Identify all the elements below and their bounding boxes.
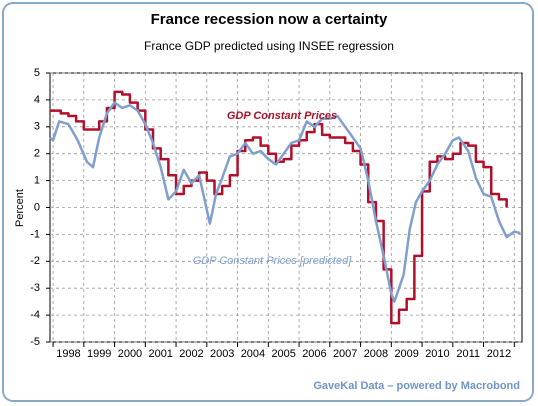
x-tick-label: 1999 [87,348,111,360]
y-tick-label: -3 [30,282,40,294]
source-note: GaveKal Data – powered by Macrobond [313,380,520,392]
x-tick-label: 2000 [118,348,142,360]
y-tick-label: 4 [34,94,40,106]
x-tick-label: 2005 [271,348,295,360]
y-tick-label: 2 [34,148,40,160]
y-axis-label: Percent [14,189,26,227]
x-tick-label: 2001 [148,348,172,360]
series-label: GDP Constant Prices [227,110,337,122]
x-tick-label: 2011 [456,348,480,360]
series-label: GDP Constant Prices [predicted] [193,255,352,267]
series-line [49,101,521,303]
y-tick-label: -2 [30,255,40,267]
series-line [50,90,508,325]
chart-title: France recession now a certainty [151,11,388,28]
x-tick-label: 2006 [302,348,326,360]
x-tick-label: 2004 [241,348,265,360]
y-tick-label: -5 [30,336,40,348]
x-tick-label: 1998 [56,348,80,360]
x-tick-label: 2012 [487,348,511,360]
y-tick-label: 1 [34,175,40,187]
y-tick-label: 0 [34,201,40,213]
y-tick-label: 3 [34,121,40,133]
y-tick-label: -1 [30,228,40,240]
x-tick-label: 2007 [333,348,357,360]
chart-subtitle: France GDP predicted using INSEE regress… [144,39,394,53]
x-tick-label: 2010 [425,348,449,360]
x-tick-label: 2003 [210,348,234,360]
x-tick-label: 2008 [364,348,388,360]
y-tick-label: 5 [34,67,40,79]
x-tick-label: 2002 [179,348,203,360]
y-tick-label: -4 [30,309,40,321]
x-tick-label: 2009 [394,348,418,360]
